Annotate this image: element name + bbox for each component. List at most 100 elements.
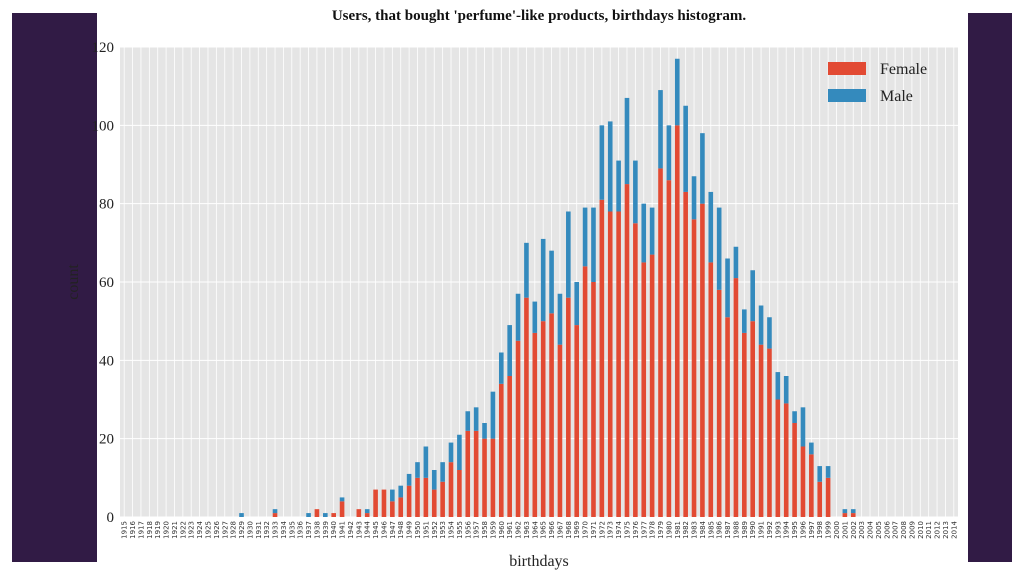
- bar: [758, 305, 764, 345]
- bar: [398, 485, 404, 498]
- bar: [390, 501, 395, 517]
- x-tick-label: 1966: [548, 520, 556, 538]
- x-tick-label: 2002: [850, 521, 858, 539]
- x-tick-label: 1967: [556, 521, 564, 539]
- x-axis-label: birthdays: [509, 553, 569, 570]
- bar: [431, 470, 437, 490]
- bar: [507, 325, 512, 376]
- bar: [842, 513, 848, 517]
- x-tick-label: 1926: [213, 520, 221, 538]
- x-tick-label: 1930: [246, 521, 254, 539]
- x-tick-label: 1997: [808, 521, 816, 539]
- x-tick-label: 2008: [900, 521, 908, 539]
- bar: [406, 473, 412, 486]
- bar: [515, 293, 521, 341]
- bar: [457, 470, 462, 517]
- bar: [356, 509, 362, 517]
- x-tick-label: 1954: [448, 520, 456, 538]
- bar: [633, 160, 638, 224]
- x-tick-label: 1971: [590, 521, 598, 539]
- x-tick-label: 1973: [607, 521, 615, 539]
- x-tick-label: 1952: [431, 521, 439, 539]
- bar: [783, 376, 789, 404]
- bar: [616, 160, 621, 212]
- x-tick-label: 2013: [942, 521, 950, 539]
- bar: [725, 258, 730, 318]
- x-tick-label: 1942: [347, 521, 355, 539]
- bar: [406, 485, 412, 517]
- side-panel: [968, 13, 1012, 562]
- x-tick-label: 2000: [833, 521, 841, 539]
- bar: [440, 462, 445, 482]
- bar: [658, 90, 663, 169]
- x-tick-label: 1950: [414, 521, 422, 539]
- bar: [607, 121, 613, 212]
- bar: [750, 270, 755, 322]
- bar: [842, 509, 848, 514]
- bar: [532, 332, 538, 517]
- x-tick-label: 2014: [950, 520, 958, 538]
- bar: [792, 423, 797, 517]
- x-tick-label: 1929: [238, 521, 246, 539]
- bar: [440, 481, 445, 517]
- x-tick-label: 1919: [154, 521, 162, 539]
- x-tick-label: 1951: [422, 521, 430, 539]
- y-tick-label: 120: [92, 40, 115, 56]
- x-tick-label: 1965: [540, 521, 548, 539]
- bar: [390, 489, 395, 502]
- bar: [549, 250, 554, 314]
- y-tick-label: 40: [99, 353, 114, 369]
- bar: [448, 442, 454, 463]
- y-tick-label: 80: [99, 197, 114, 213]
- bar: [649, 254, 655, 518]
- x-tick-label: 1932: [263, 521, 271, 539]
- x-tick-label: 1962: [515, 521, 523, 539]
- bar: [792, 411, 797, 423]
- bar: [482, 438, 487, 517]
- x-tick-label: 1941: [339, 521, 347, 539]
- bar: [364, 513, 370, 517]
- x-tick-label: 1972: [598, 521, 606, 539]
- x-tick-label: 1996: [799, 520, 807, 538]
- bar: [809, 442, 814, 455]
- bar: [825, 466, 831, 478]
- x-tick-label: 1935: [288, 521, 296, 539]
- x-tick-label: 1982: [682, 521, 690, 539]
- bar: [557, 293, 563, 345]
- legend-swatch: [828, 62, 866, 75]
- x-tick-label: 2004: [867, 520, 875, 538]
- bar: [574, 325, 580, 517]
- x-tick-label: 1916: [129, 520, 137, 538]
- bar: [624, 184, 630, 518]
- bar: [708, 191, 714, 263]
- x-tick-label: 1948: [397, 521, 405, 539]
- x-tick-label: 1944: [364, 520, 372, 538]
- bar: [566, 211, 571, 298]
- x-tick-label: 1949: [406, 521, 414, 539]
- x-tick-label: 1999: [825, 521, 833, 539]
- bar: [272, 513, 278, 517]
- bar: [431, 489, 437, 517]
- bar: [733, 246, 739, 279]
- bar: [549, 313, 554, 517]
- x-tick-label: 1943: [355, 521, 363, 539]
- bar: [323, 513, 328, 517]
- bar: [473, 407, 479, 431]
- x-tick-label: 1968: [565, 521, 573, 539]
- x-tick-label: 1937: [305, 521, 313, 539]
- bar: [691, 219, 697, 518]
- bar: [624, 97, 630, 185]
- bar: [490, 391, 496, 439]
- x-tick-label: 1983: [691, 521, 699, 539]
- x-tick-label: 1969: [573, 521, 581, 539]
- bar: [700, 203, 705, 517]
- bar: [465, 430, 471, 517]
- bar: [465, 411, 471, 431]
- bar: [314, 509, 320, 517]
- bar: [591, 282, 596, 517]
- x-tick-label: 1923: [188, 521, 196, 539]
- x-tick-label: 1933: [272, 521, 280, 539]
- x-tick-label: 1975: [623, 521, 631, 539]
- x-tick-label: 1984: [699, 520, 707, 538]
- bar: [716, 207, 722, 290]
